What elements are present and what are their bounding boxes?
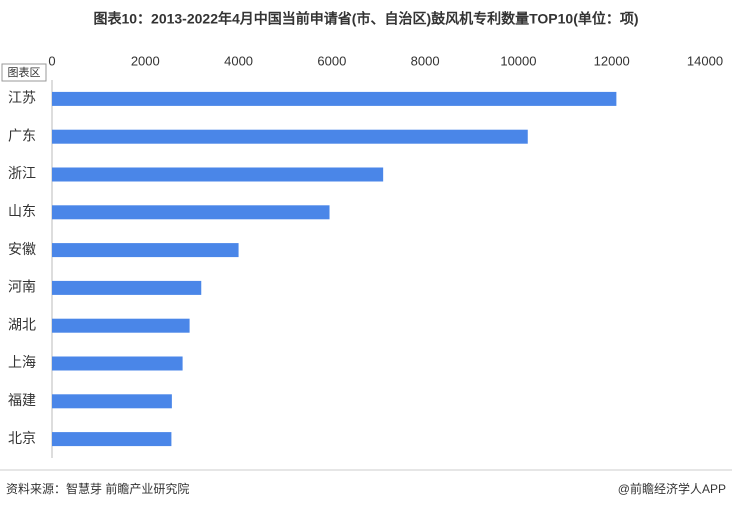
x-tick-label: 10000 [500, 53, 536, 68]
y-tick-label: 广东 [8, 127, 36, 143]
brand: @前瞻经济学人APP [618, 481, 726, 496]
bar [52, 318, 190, 333]
source: 资料来源：智慧芽 前瞻产业研究院 [6, 481, 189, 496]
bar [52, 91, 617, 106]
bar [52, 432, 172, 447]
y-tick-label: 湖北 [8, 316, 36, 332]
bar [52, 280, 202, 295]
y-tick-label: 福建 [8, 392, 36, 408]
badge-box [1, 63, 47, 82]
y-tick-label: 北京 [8, 430, 36, 446]
y-tick-label: 河南 [8, 279, 36, 295]
y-tick-label: 江苏 [8, 90, 36, 106]
bar [52, 394, 172, 409]
x-tick-label: 4000 [224, 53, 253, 68]
y-tick-label: 安徽 [8, 241, 36, 257]
x-tick-label: 2000 [131, 53, 160, 68]
x-tick-label: 14000 [687, 53, 723, 68]
bar [52, 167, 384, 182]
y-tick-label: 山东 [8, 203, 36, 219]
y-tick-label: 浙江 [8, 165, 36, 181]
x-tick-label: 0 [48, 53, 55, 68]
x-tick-label: 12000 [594, 53, 630, 68]
bar [52, 356, 183, 371]
x-tick-label: 8000 [411, 53, 440, 68]
bar [52, 205, 330, 220]
chart-title: 图表10：2013-2022年4月中国当前申请省(市、自治区)鼓风机专利数量TO… [93, 11, 638, 27]
bar [52, 129, 528, 144]
badge: 图表区 [8, 65, 41, 79]
x-tick-label: 6000 [317, 53, 346, 68]
y-tick-label: 上海 [8, 354, 36, 370]
bar [52, 243, 239, 258]
